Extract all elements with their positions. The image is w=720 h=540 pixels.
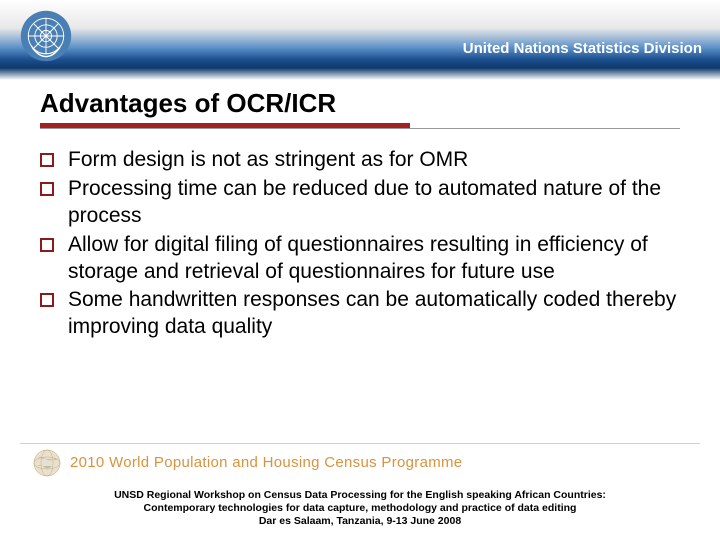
footer-banner-text: 2010 World Population and Housing Census… <box>70 454 462 471</box>
bullet-text: Allow for digital filing of questionnair… <box>68 232 680 286</box>
bullet-item: Form design is not as stringent as for O… <box>40 147 680 174</box>
bullet-marker-icon <box>40 293 54 307</box>
bullet-marker-icon <box>40 238 54 252</box>
header-band: United Nations Statistics Division <box>0 0 720 80</box>
footer-caption-line: Dar es Salaam, Tanzania, 9-13 June 2008 <box>40 515 680 528</box>
header-org-text: United Nations Statistics Division <box>463 40 702 57</box>
bullet-text: Form design is not as stringent as for O… <box>68 147 468 174</box>
content-area: Form design is not as stringent as for O… <box>40 147 680 341</box>
footer-caption: UNSD Regional Workshop on Census Data Pr… <box>0 489 720 528</box>
bullet-marker-icon <box>40 153 54 167</box>
slide-title: Advantages of OCR/ICR <box>40 88 720 119</box>
bullet-item: Processing time can be reduced due to au… <box>40 176 680 230</box>
footer-caption-line: UNSD Regional Workshop on Census Data Pr… <box>40 489 680 502</box>
bullet-item: Some handwritten responses can be automa… <box>40 287 680 341</box>
footer-globe-icon <box>32 448 62 478</box>
bullet-text: Processing time can be reduced due to au… <box>68 176 680 230</box>
bullet-text: Some handwritten responses can be automa… <box>68 287 680 341</box>
footer-caption-line: Contemporary technologies for data captu… <box>40 502 680 515</box>
un-logo <box>18 8 74 64</box>
bullet-marker-icon <box>40 182 54 196</box>
bullet-item: Allow for digital filing of questionnair… <box>40 232 680 286</box>
footer-area: 2010 World Population and Housing Census… <box>0 443 720 528</box>
footer-banner: 2010 World Population and Housing Census… <box>20 443 700 483</box>
title-underline-thin <box>40 128 680 129</box>
